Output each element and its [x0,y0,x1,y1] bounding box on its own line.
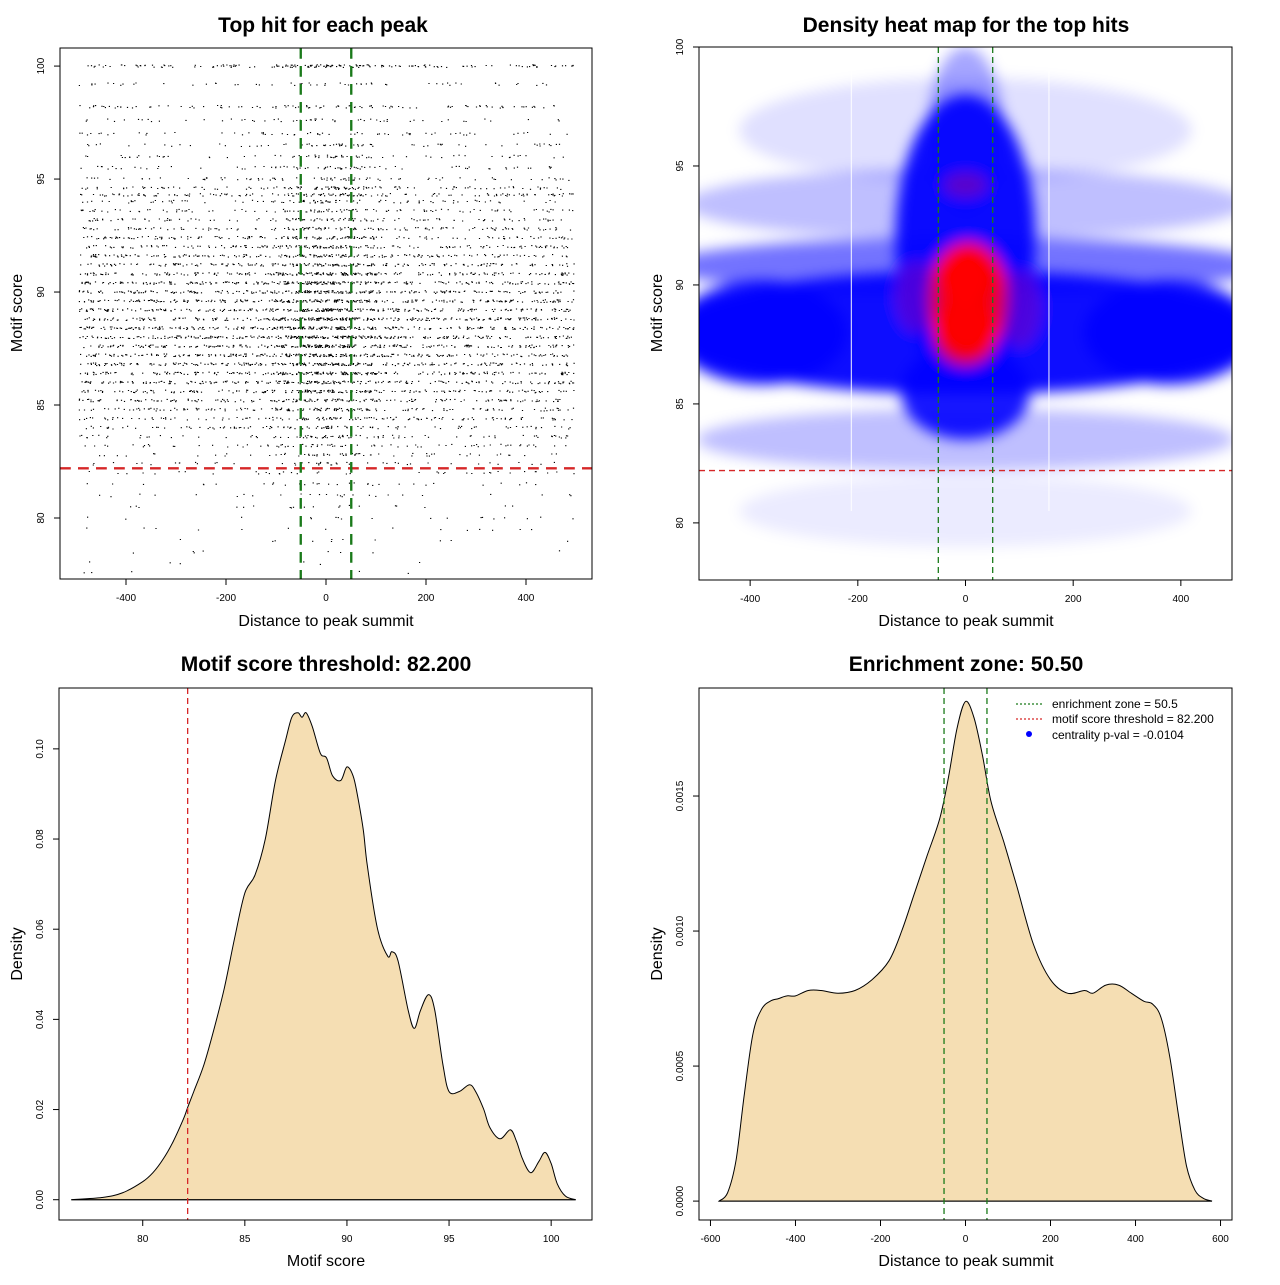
density-blob [900,344,1031,440]
score-density-area [71,712,576,1201]
y-tick-label: 0.0005 [675,1050,686,1081]
x-tick-label: 200 [418,593,435,604]
x-tick-label: -200 [870,1234,890,1245]
y-tick-label: 0.0010 [675,915,686,946]
heatmap-title: Density heat map for the top hits [803,14,1130,37]
heatmap-panel: Density heat map for the top hits -400 -2… [649,14,1233,630]
heatmap-x-ticks: -400 -200 0 200 400 [740,580,1190,605]
score-density-x-ticks: 80 85 90 95 100 [137,1220,560,1245]
score-density-x-label: Motif score [287,1253,365,1270]
x-tick-label: 600 [1212,1234,1229,1245]
y-tick-label: 95 [36,173,47,185]
density-blob [933,299,998,366]
scatter-y-ticks: 80 85 90 95 100 [36,57,60,524]
distance-density-y-label: Density [649,927,666,980]
x-tick-label: 0 [323,593,329,604]
density-blob [941,249,990,307]
score-density-title: Motif score threshold: 82.200 [181,653,472,676]
x-tick-label: 90 [341,1234,353,1245]
score-density-y-label: Density [9,927,26,980]
distance-density-panel: Enrichment zone: 50.50 -600 -400 -200 0 200 4… [649,653,1233,1270]
y-tick-label: 90 [675,279,686,291]
heatmap-y-label: Motif score [649,274,666,352]
y-tick-label: 0.00 [35,1190,46,1210]
y-tick-label: 80 [36,512,47,524]
x-tick-label: -400 [740,594,760,605]
heatmap-x-label: Distance to peak summit [878,613,1054,630]
x-tick-label: 400 [1127,1234,1144,1245]
legend: enrichment zone = 50.5 motif score thres… [1016,697,1214,742]
y-tick-label: 0.08 [35,829,46,849]
distance-density-ref-lines [943,688,988,1220]
scatter-x-label: Distance to peak summit [238,613,414,630]
x-tick-label: 400 [1173,594,1190,605]
y-tick-label: 0.0000 [675,1185,686,1216]
y-tick-label: 90 [36,286,47,298]
y-tick-label: 85 [36,399,47,411]
scatter-frame [59,47,593,580]
x-tick-label: 95 [443,1234,455,1245]
scatter-ref-lines [60,48,592,579]
density-blob [895,261,939,333]
y-tick-label: 100 [675,38,686,55]
density-blob [943,173,988,197]
x-tick-label: 200 [1042,1234,1059,1245]
scatter-x-ticks: -400 -200 0 200 400 [116,579,535,604]
legend-threshold-label: motif score threshold = 82.200 [1052,712,1214,726]
x-tick-label: 0 [963,1234,969,1245]
heatmap-y-ticks: 80 85 90 95 100 [675,38,699,528]
y-tick-label: 80 [675,517,686,529]
score-density-frame [58,687,593,1221]
legend-enrichment-label: enrichment zone = 50.5 [1052,697,1178,711]
x-tick-label: -400 [116,593,136,604]
density-blob [927,47,1004,214]
y-tick-label: 0.02 [35,1099,46,1119]
y-tick-label: 95 [675,160,686,172]
scatter-points [78,64,575,574]
density-blob [739,475,1192,547]
x-tick-label: -600 [700,1234,720,1245]
density-blob [699,280,848,385]
y-tick-label: 85 [675,398,686,410]
score-density-y-ticks: 0.00 0.02 0.04 0.06 0.08 0.10 [35,739,59,1210]
heatmap-density [699,47,1232,547]
density-blob [699,408,1232,471]
scatter-y-label: Motif score [9,274,26,352]
scatter-title: Top hit for each peak [218,14,428,37]
heatmap-ref-lines [699,47,1232,580]
y-tick-label: 0.06 [35,919,46,939]
x-tick-label: -200 [216,593,236,604]
scatter-panel: Top hit for each peak -400 -200 0 200 400 80… [9,14,593,630]
x-tick-label: 100 [543,1234,560,1245]
y-tick-label: 0.0015 [675,780,686,811]
y-tick-label: 0.10 [35,739,46,759]
distance-density-area [717,700,1213,1202]
y-tick-label: 100 [36,57,47,74]
score-density-panel: Motif score threshold: 82.200 80 85 90 95 10… [9,653,593,1270]
legend-pval-label: centrality p-val = -0.0104 [1052,728,1184,742]
scatter-point-cloud [78,64,575,574]
distance-density-title: Enrichment zone: 50.50 [849,653,1084,676]
y-tick-label: 0.04 [35,1009,46,1029]
x-tick-label: 0 [963,594,969,605]
x-tick-label: 80 [137,1234,149,1245]
distance-density-x-ticks: -600 -400 -200 0 200 400 600 [700,1220,1229,1245]
legend-pval-point [1026,731,1032,737]
density-blob [997,270,1041,347]
x-tick-label: 85 [239,1234,251,1245]
x-tick-label: -200 [848,594,868,605]
distance-density-x-label: Distance to peak summit [878,1253,1054,1270]
x-tick-label: 200 [1065,594,1082,605]
distance-density-y-ticks: 0.0000 0.0005 0.0010 0.0015 [675,780,699,1216]
density-blob [1083,280,1232,385]
x-tick-label: 400 [518,593,535,604]
x-tick-label: -400 [785,1234,805,1245]
